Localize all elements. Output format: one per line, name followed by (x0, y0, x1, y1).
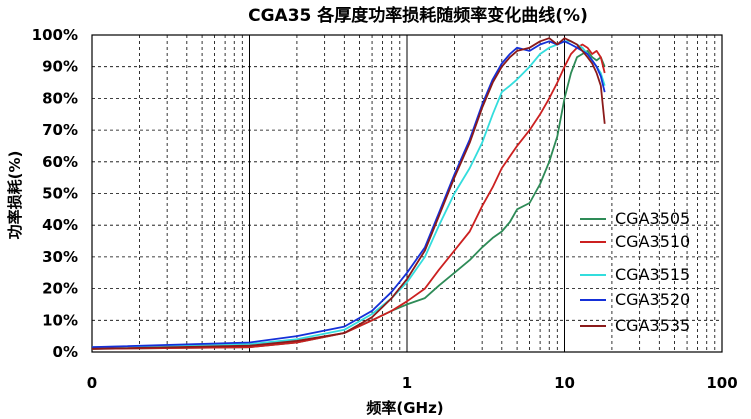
legend-label: CGA3515 (615, 265, 690, 284)
y-tick-label: 40% (42, 216, 78, 234)
series-line-cga3510 (91, 43, 606, 350)
y-tick-label: 100% (32, 26, 78, 44)
y-tick-label: 10% (42, 311, 78, 329)
x-tick-label: 100 (706, 374, 737, 392)
y-tick-label: 80% (42, 89, 78, 107)
x-tick-label: 0 (87, 374, 97, 392)
x-tick-label: 1 (402, 374, 412, 392)
grid (92, 35, 722, 352)
legend-label: CGA3505 (615, 209, 690, 228)
x-axis-label: 频率(GHz) (366, 399, 443, 417)
series-line-cga3505 (91, 50, 606, 350)
y-tick-label: 30% (42, 248, 78, 266)
legend-label: CGA3535 (615, 316, 690, 335)
series-layer (91, 37, 606, 350)
x-tick-labels: 0 1 10 100 (87, 374, 738, 392)
y-tick-label: 90% (42, 58, 78, 76)
series-line-cga3515 (91, 40, 606, 349)
y-tick-label: 70% (42, 121, 78, 139)
x-tick-label: 10 (554, 374, 575, 392)
y-tick-label: 60% (42, 153, 78, 171)
legend: CGA3505 CGA3510 CGA3515 CGA3520 CGA3535 (580, 209, 690, 335)
legend-label: CGA3520 (615, 290, 690, 309)
series-line-cga3535 (91, 37, 606, 350)
y-tick-labels: 0% 10% 20% 30% 40% 50% 60% 70% 80% 90% 100% (32, 26, 78, 361)
y-axis-label: 功率损耗(%) (6, 151, 24, 240)
y-tick-label: 50% (42, 185, 78, 203)
y-tick-label: 20% (42, 280, 78, 298)
series-line-cga3520 (91, 40, 606, 349)
y-tick-label: 0% (53, 343, 78, 361)
chart-title: CGA35 各厚度功率损耗随频率变化曲线(%) (248, 5, 588, 26)
legend-label: CGA3510 (615, 232, 690, 251)
plot-frame (91, 34, 723, 353)
